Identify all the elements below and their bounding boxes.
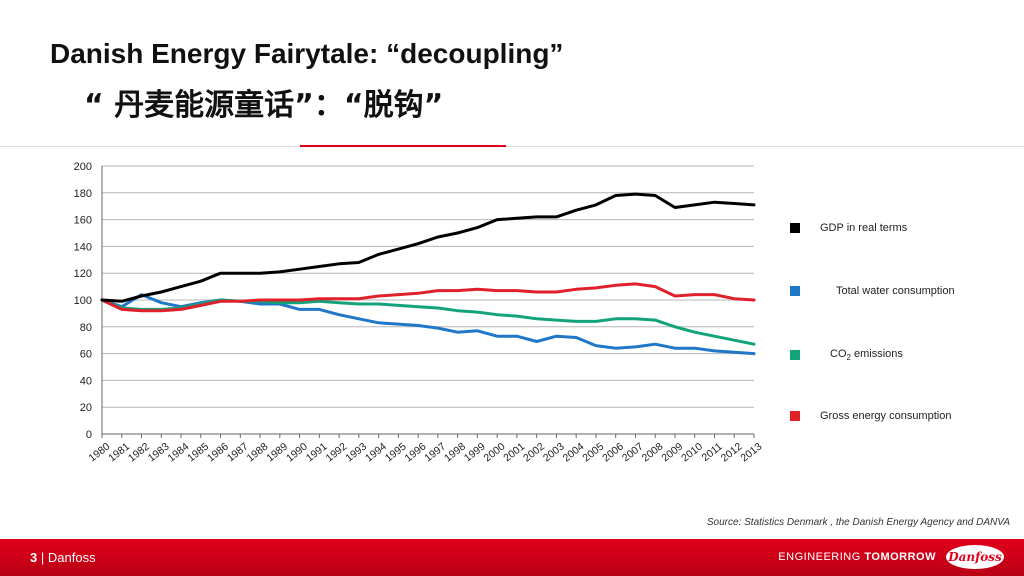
legend-swatch-co2 — [790, 350, 800, 361]
legend-label-water: Total water consumption — [836, 285, 955, 297]
legend-swatch-water — [790, 286, 800, 296]
tagline-bold: TOMORROW — [864, 551, 936, 563]
slide-title: Danish Energy Fairytale: “decoupling” — [50, 38, 564, 69]
y-tick-label: 20 — [80, 402, 92, 414]
legend-label-energy: Gross energy consumption — [820, 410, 952, 422]
danfoss-logo: Danfoss — [946, 545, 1004, 569]
logo-text: Danfoss — [948, 550, 1002, 564]
y-tick-label: 160 — [74, 215, 92, 227]
legend-swatch-energy — [790, 411, 800, 421]
legend-label-co2-rest: emissions — [850, 348, 903, 360]
y-tick-label: 100 — [74, 295, 92, 307]
legend-item-co2: CO2 emissions — [790, 348, 903, 362]
y-tick-label: 140 — [74, 241, 92, 253]
footer-separator: | — [40, 550, 45, 565]
footer-bar: 3 | Danfoss ENGINEERING TOMORROW Danfoss — [0, 539, 1024, 576]
series-line-gross-energy-consumption — [100, 282, 756, 313]
slide-subtitle: “ 丹麦能源童话”：“脱钩” — [84, 88, 444, 123]
series-line-gdp-in-real-terms — [100, 192, 756, 303]
tagline-light: ENGINEERING — [778, 551, 865, 563]
y-tick-label: 0 — [86, 429, 92, 441]
y-tick-label: 200 — [74, 161, 92, 173]
legend-swatch-gdp — [790, 223, 800, 233]
grid — [101, 165, 754, 435]
legend-item-water: Total water consumption — [790, 285, 955, 297]
y-tick-label: 60 — [80, 349, 92, 361]
legend-item-energy: Gross energy consumption — [790, 410, 951, 422]
y-tick-label: 80 — [80, 322, 92, 334]
accent-line — [300, 145, 506, 147]
source-note: Source: Statistics Denmark , the Danish … — [706, 517, 1010, 528]
y-tick-label: 180 — [74, 188, 92, 200]
legend-label-co2: CO2 emissions — [830, 348, 903, 362]
x-tick-label: 2013 — [738, 440, 764, 464]
y-tick-label: 120 — [74, 268, 92, 280]
x-axis-ticks: 1980198119821983198419851986198719881989… — [86, 434, 764, 464]
line-chart: 0 20 40 60 80 100 120 140 160 180 200 198019811982… — [74, 161, 765, 464]
legend-label-co2-sub: 2 — [846, 353, 851, 363]
legend-item-gdp: GDP in real terms — [790, 222, 907, 234]
y-axis-ticks: 0 20 40 60 80 100 120 140 160 180 200 — [74, 161, 92, 441]
footer-left: 3 | Danfoss — [30, 550, 96, 565]
legend-label-gdp: GDP in real terms — [820, 222, 908, 234]
y-tick-label: 40 — [80, 375, 92, 387]
legend-label-co2-main: CO — [830, 348, 847, 360]
footer-tagline: ENGINEERING TOMORROW — [778, 551, 936, 563]
series-lines — [100, 192, 756, 356]
divider-line — [0, 146, 1024, 147]
page-number: 3 — [30, 550, 38, 565]
footer-company: Danfoss — [47, 550, 96, 565]
